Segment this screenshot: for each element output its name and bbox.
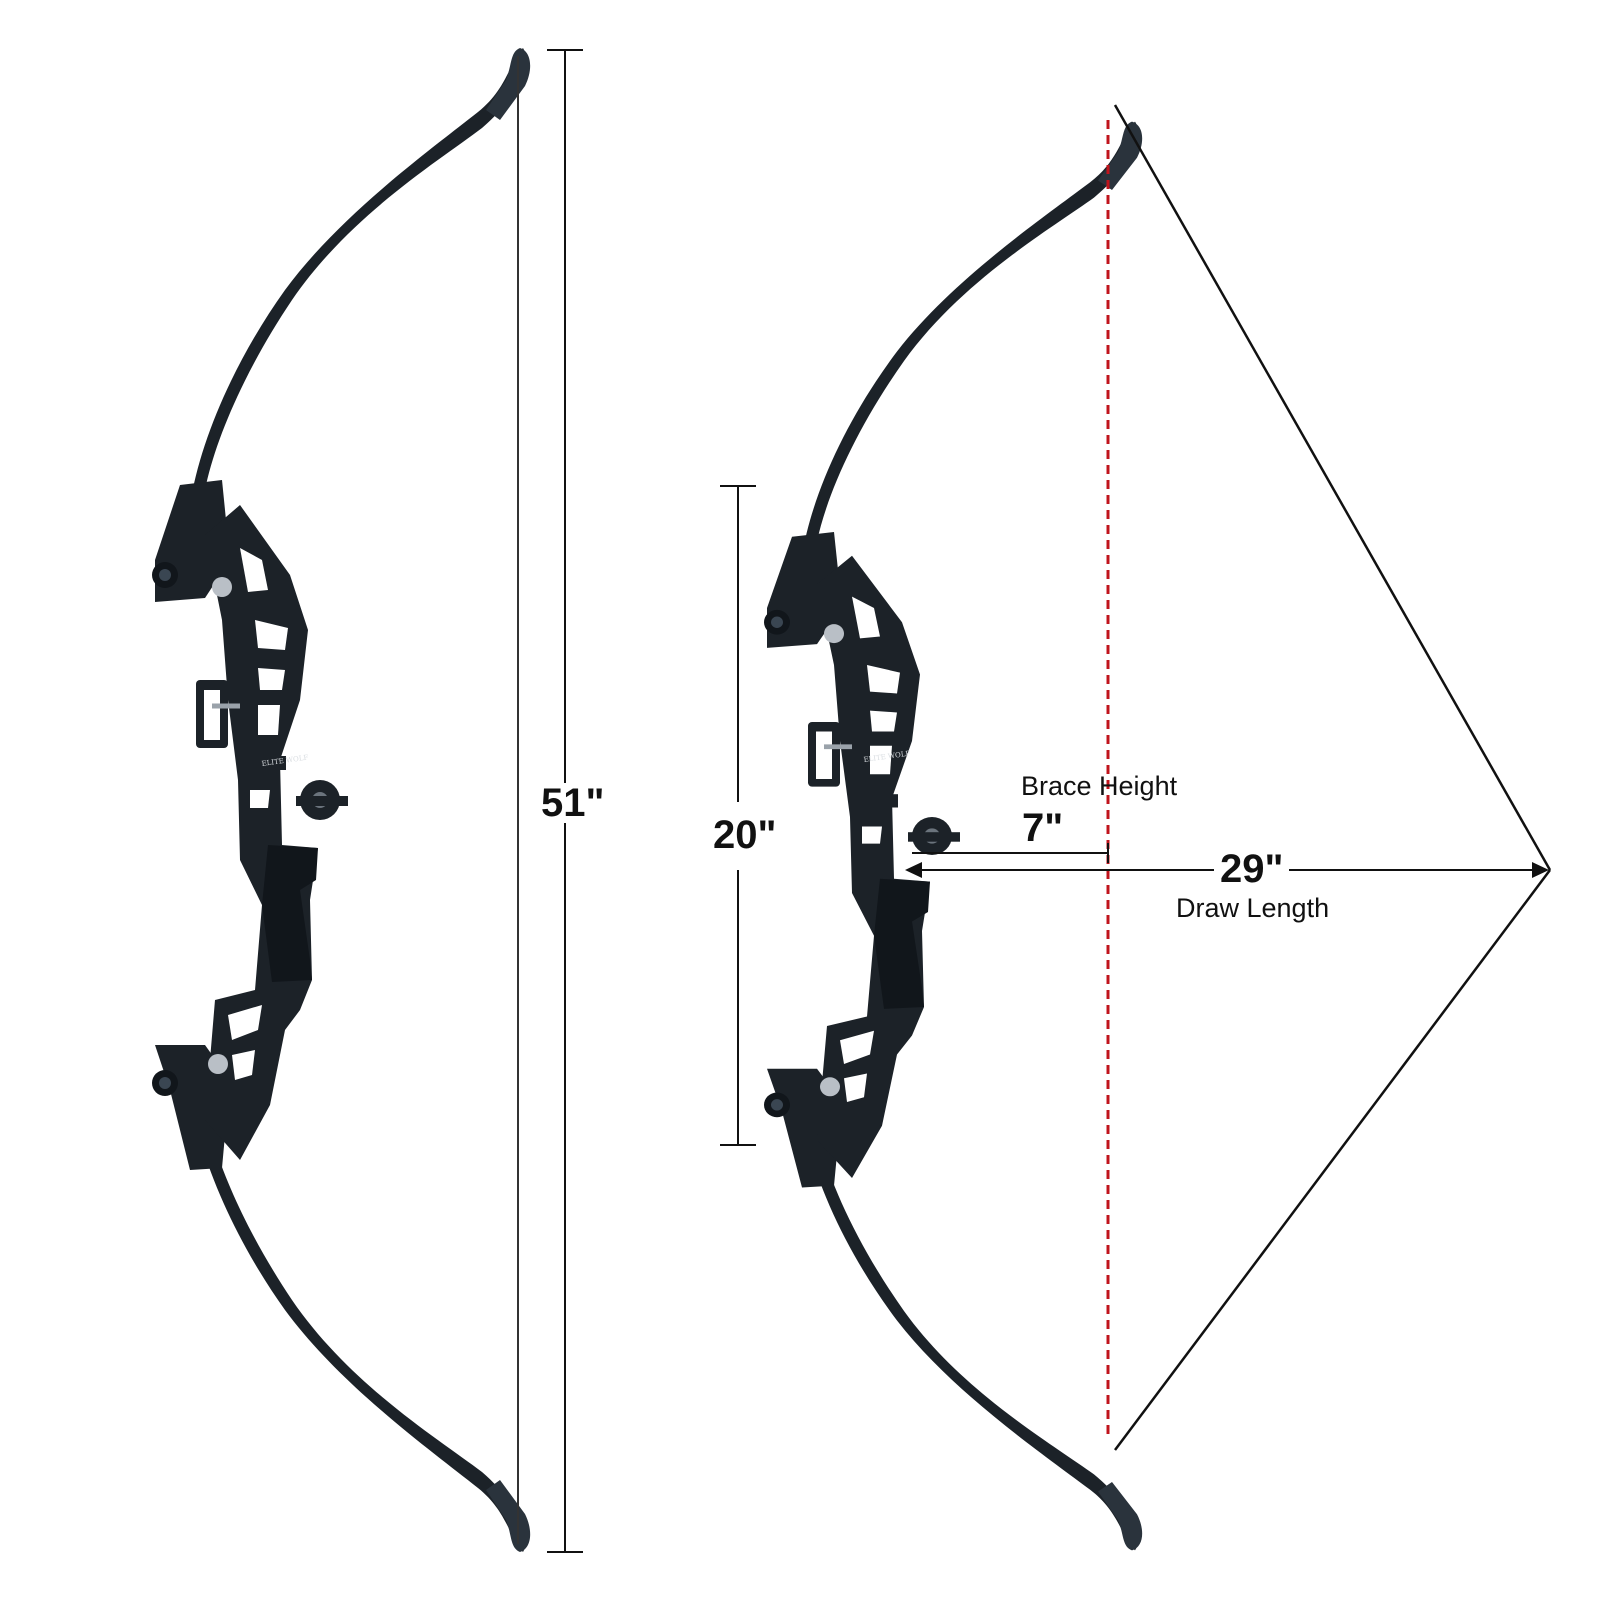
draw-length-label: Draw Length [1176, 893, 1330, 923]
drawn-string [1113, 104, 1552, 1451]
bow-length-label: 51" [541, 781, 605, 825]
brace-height-value: 7" [1022, 806, 1064, 850]
riser-length-dimension [720, 485, 756, 1146]
brace-height-dimension [912, 843, 1109, 863]
brace-height-label: Brace Height [1021, 771, 1178, 801]
left-bow-illustration [152, 48, 530, 1552]
right-bow-illustration [764, 122, 1142, 1551]
draw-length-arrow-left [905, 862, 922, 878]
riser-length-label: 20" [713, 813, 777, 857]
draw-length-arrow-right [1532, 862, 1549, 878]
draw-length-value: 29" [1214, 849, 1290, 889]
